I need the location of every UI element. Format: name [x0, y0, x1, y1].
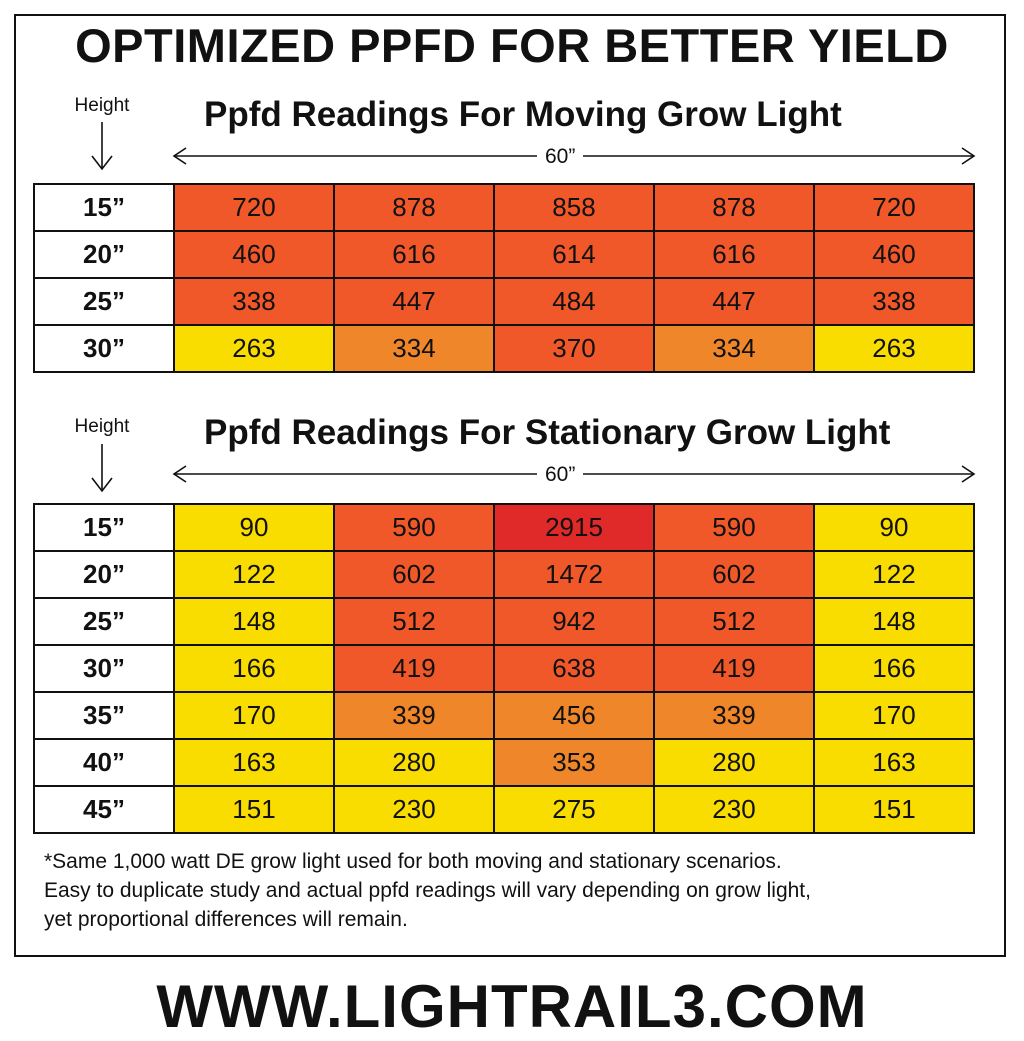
ppfd-value-cell: 339 [333, 691, 495, 740]
ppfd-value-cell: 230 [653, 785, 815, 834]
ppfd-value-cell: 170 [813, 691, 975, 740]
ppfd-value-cell: 263 [173, 324, 335, 373]
ppfd-value-cell: 616 [653, 230, 815, 279]
ppfd-value-cell: 163 [173, 738, 335, 787]
height-cell: 40” [33, 738, 175, 787]
chart-frame [14, 14, 1006, 957]
ppfd-value-cell: 720 [813, 183, 975, 232]
height-cell: 20” [33, 550, 175, 599]
ppfd-value-cell: 338 [813, 277, 975, 326]
ppfd-value-cell: 512 [653, 597, 815, 646]
height-label-stationary: Height [74, 416, 130, 437]
height-label-moving: Height [74, 95, 130, 116]
ppfd-value-cell: 2915 [493, 503, 655, 552]
ppfd-value-cell: 280 [653, 738, 815, 787]
moving-ppfd-table: 15” 720 878 858 878 720 20” 460 616 614 616 460 25” 3… [33, 183, 975, 373]
table-row: 25” 338 447 484 447 338 [33, 277, 975, 326]
moving-table-title: Ppfd Readings For Moving Grow Light [204, 95, 842, 134]
height-cell: 15” [33, 503, 175, 552]
ppfd-value-cell: 166 [173, 644, 335, 693]
height-cell: 25” [33, 277, 175, 326]
ppfd-value-cell: 334 [653, 324, 815, 373]
ppfd-value-cell: 419 [333, 644, 495, 693]
ppfd-value-cell: 280 [333, 738, 495, 787]
height-cell: 20” [33, 230, 175, 279]
table-row: 15” 90 590 2915 590 90 [33, 503, 975, 552]
ppfd-value-cell: 942 [493, 597, 655, 646]
ppfd-value-cell: 151 [173, 785, 335, 834]
ppfd-value-cell: 166 [813, 644, 975, 693]
ppfd-value-cell: 590 [653, 503, 815, 552]
ppfd-value-cell: 338 [173, 277, 335, 326]
footnote-line: Easy to duplicate study and actual ppfd … [44, 879, 811, 902]
span-label-stationary: 60” [537, 463, 584, 487]
ppfd-value-cell: 90 [173, 503, 335, 552]
table-row: 20” 460 616 614 616 460 [33, 230, 975, 279]
stationary-ppfd-table: 15” 90 590 2915 590 90 20” 122 602 1472 602 122 25” 1… [33, 503, 975, 834]
table-row: 45” 151 230 275 230 151 [33, 785, 975, 834]
footnote-line: *Same 1,000 watt DE grow light used for … [44, 850, 782, 873]
ppfd-value-cell: 616 [333, 230, 495, 279]
table-row: 30” 166 419 638 419 166 [33, 644, 975, 693]
ppfd-value-cell: 122 [173, 550, 335, 599]
ppfd-value-cell: 122 [813, 550, 975, 599]
table-row: 25” 148 512 942 512 148 [33, 597, 975, 646]
ppfd-value-cell: 1472 [493, 550, 655, 599]
ppfd-value-cell: 148 [173, 597, 335, 646]
ppfd-value-cell: 151 [813, 785, 975, 834]
ppfd-value-cell: 275 [493, 785, 655, 834]
ppfd-value-cell: 230 [333, 785, 495, 834]
table-row: 15” 720 878 858 878 720 [33, 183, 975, 232]
down-arrow-icon [91, 444, 113, 493]
ppfd-value-cell: 460 [813, 230, 975, 279]
ppfd-value-cell: 720 [173, 183, 335, 232]
ppfd-value-cell: 163 [813, 738, 975, 787]
ppfd-value-cell: 370 [493, 324, 655, 373]
ppfd-value-cell: 339 [653, 691, 815, 740]
ppfd-value-cell: 484 [493, 277, 655, 326]
ppfd-value-cell: 419 [653, 644, 815, 693]
ppfd-value-cell: 858 [493, 183, 655, 232]
page-title: OPTIMIZED PPFD FOR BETTER YIELD [75, 19, 949, 72]
ppfd-value-cell: 170 [173, 691, 335, 740]
ppfd-value-cell: 512 [333, 597, 495, 646]
ppfd-value-cell: 90 [813, 503, 975, 552]
website-url: WWW.LIGHTRAIL3.COM [156, 973, 868, 1040]
ppfd-value-cell: 878 [333, 183, 495, 232]
height-cell: 30” [33, 324, 175, 373]
height-cell: 30” [33, 644, 175, 693]
ppfd-value-cell: 602 [333, 550, 495, 599]
table-row: 20” 122 602 1472 602 122 [33, 550, 975, 599]
span-label-moving: 60” [537, 145, 584, 169]
height-cell: 15” [33, 183, 175, 232]
ppfd-value-cell: 602 [653, 550, 815, 599]
ppfd-value-cell: 590 [333, 503, 495, 552]
ppfd-value-cell: 353 [493, 738, 655, 787]
ppfd-value-cell: 447 [333, 277, 495, 326]
height-cell: 45” [33, 785, 175, 834]
table-row: 40” 163 280 353 280 163 [33, 738, 975, 787]
ppfd-value-cell: 638 [493, 644, 655, 693]
table-row: 30” 263 334 370 334 263 [33, 324, 975, 373]
ppfd-value-cell: 614 [493, 230, 655, 279]
ppfd-value-cell: 456 [493, 691, 655, 740]
ppfd-value-cell: 447 [653, 277, 815, 326]
footnote: *Same 1,000 watt DE grow light used for … [44, 847, 984, 934]
ppfd-value-cell: 148 [813, 597, 975, 646]
ppfd-value-cell: 334 [333, 324, 495, 373]
height-cell: 25” [33, 597, 175, 646]
stationary-table-title: Ppfd Readings For Stationary Grow Light [204, 413, 891, 452]
ppfd-value-cell: 460 [173, 230, 335, 279]
ppfd-value-cell: 878 [653, 183, 815, 232]
ppfd-value-cell: 263 [813, 324, 975, 373]
down-arrow-icon [91, 122, 113, 171]
height-cell: 35” [33, 691, 175, 740]
table-row: 35” 170 339 456 339 170 [33, 691, 975, 740]
footnote-line: yet proportional differences will remain… [44, 908, 408, 931]
